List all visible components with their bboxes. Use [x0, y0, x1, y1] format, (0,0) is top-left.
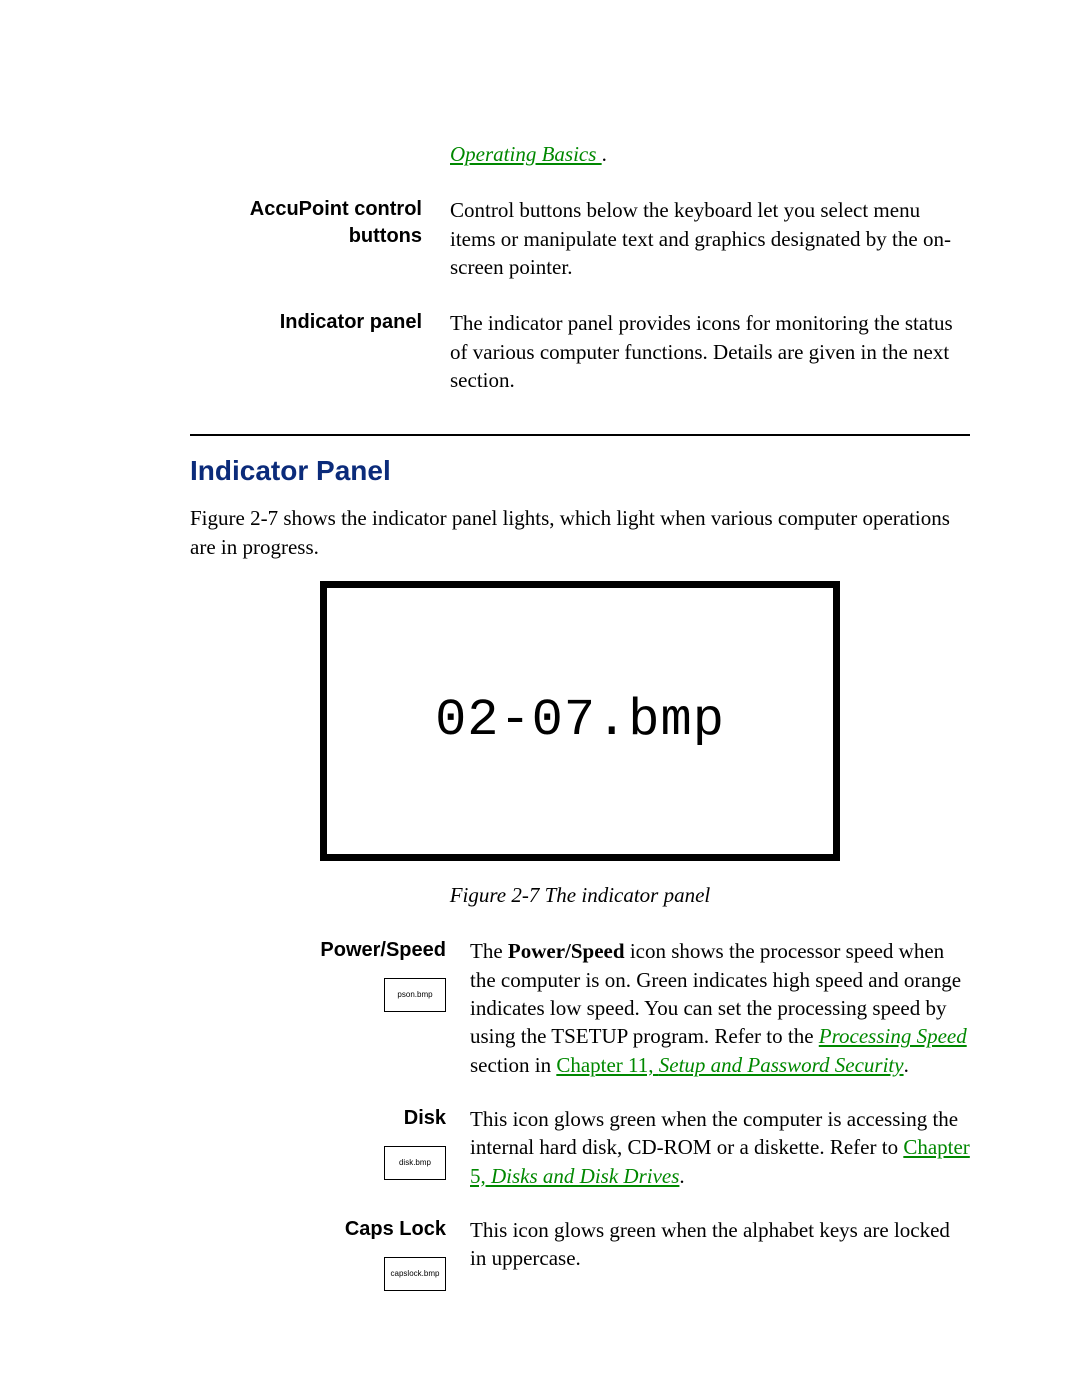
disks-and-disk-drives-link[interactable]: Disks and Disk Drives: [491, 1164, 679, 1188]
top-link-trailing: .: [602, 142, 607, 166]
ps-desc-bold: Power/Speed: [508, 939, 625, 963]
indicator-row-caps-lock: Caps Lock capslock.bmp This icon glows g…: [320, 1216, 970, 1291]
indicator-row-disk: Disk disk.bmp This icon glows green when…: [320, 1105, 970, 1190]
indicator-definitions: Power/Speed pson.bmp The Power/Speed ico…: [190, 937, 970, 1291]
ps-desc-pre: The: [470, 939, 508, 963]
indicator-label-power-speed: Power/Speed: [320, 937, 446, 964]
disk-icon: disk.bmp: [384, 1146, 446, 1180]
figure-caption: Figure 2-7 The indicator panel: [320, 881, 840, 909]
figure-2-7: 02-07.bmp Figure 2-7 The indicator panel: [320, 581, 840, 909]
indicator-row-power-speed: Power/Speed pson.bmp The Power/Speed ico…: [320, 937, 970, 1079]
def-row-indicator-panel: Indicator panel The indicator panel prov…: [190, 309, 970, 394]
ps-desc-end: .: [904, 1053, 909, 1077]
indicator-col-power-speed: Power/Speed pson.bmp: [320, 937, 470, 1012]
ps-desc-mid2: section in: [470, 1053, 556, 1077]
disk-desc-end: .: [679, 1164, 684, 1188]
top-link-desc: Operating Basics .: [450, 140, 970, 168]
def-desc-indicator-panel: The indicator panel provides icons for m…: [450, 309, 970, 394]
figure-placeholder-box: 02-07.bmp: [320, 581, 840, 861]
caps-lock-icon: capslock.bmp: [384, 1257, 446, 1291]
chapter-11-link[interactable]: Chapter 11,: [556, 1053, 658, 1077]
operating-basics-link[interactable]: Operating Basics: [450, 142, 602, 166]
processing-speed-link[interactable]: Processing Speed: [819, 1024, 967, 1048]
setup-password-security-link[interactable]: Setup and Password Security: [659, 1053, 904, 1077]
def-desc-accupoint: Control buttons below the keyboard let y…: [450, 196, 970, 281]
section-heading-indicator-panel: Indicator Panel: [190, 452, 970, 490]
power-speed-icon: pson.bmp: [384, 978, 446, 1012]
def-row-accupoint: AccuPoint control buttons Control button…: [190, 196, 970, 281]
top-link-row: Operating Basics .: [190, 140, 970, 168]
section-rule: [190, 434, 970, 436]
indicator-desc-power-speed: The Power/Speed icon shows the processor…: [470, 937, 970, 1079]
disk-desc-pre: This icon glows green when the computer …: [470, 1107, 958, 1159]
page: Operating Basics . AccuPoint control but…: [0, 0, 1080, 1397]
def-term-accupoint: AccuPoint control buttons: [190, 196, 450, 250]
indicator-col-caps-lock: Caps Lock capslock.bmp: [320, 1216, 470, 1291]
indicator-label-disk: Disk: [404, 1105, 446, 1132]
indicator-desc-caps-lock: This icon glows green when the alphabet …: [470, 1216, 970, 1273]
def-term-indicator-panel: Indicator panel: [190, 309, 450, 336]
top-definition-list: Operating Basics . AccuPoint control but…: [190, 140, 970, 394]
section-intro-paragraph: Figure 2-7 shows the indicator panel lig…: [190, 504, 970, 561]
indicator-col-disk: Disk disk.bmp: [320, 1105, 470, 1180]
figure-placeholder-text: 02-07.bmp: [435, 686, 725, 756]
indicator-desc-disk: This icon glows green when the computer …: [470, 1105, 970, 1190]
indicator-label-caps-lock: Caps Lock: [345, 1216, 446, 1243]
